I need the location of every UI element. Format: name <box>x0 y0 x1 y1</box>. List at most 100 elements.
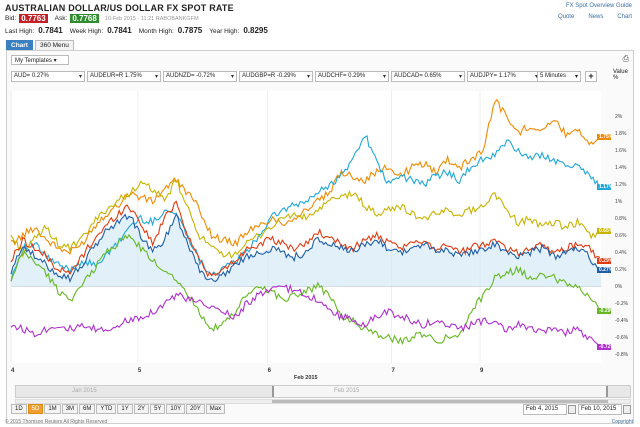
chevron-down-icon[interactable]: ▾ <box>154 74 158 80</box>
y-tick-label: 0.8% <box>615 215 627 222</box>
interval-dropdown[interactable]: 5 Minutes ▾ <box>537 71 581 82</box>
zoom-button-1d[interactable]: 1D <box>11 404 27 414</box>
interval-label: 5 Minutes <box>540 73 567 79</box>
chevron-down-icon[interactable]: ▾ <box>230 74 234 80</box>
symbol-audcad[interactable]: AUDCAD= 0.65% ▾ <box>391 71 465 82</box>
symbol-label: AUDEUR=R 1.75% <box>90 73 142 79</box>
x-tick-label: 6 <box>267 368 271 374</box>
symbol-aud[interactable]: AUD= 0.27% ▾ <box>11 71 85 82</box>
high-stats: Last High: 0.7841 Week High: 0.7841 Mont… <box>5 26 271 35</box>
y-tick-label: -0.4% <box>615 317 629 324</box>
zoom-button-1y[interactable]: 1Y <box>117 404 133 414</box>
zoom-button-3m[interactable]: 3M <box>61 404 79 414</box>
series-line-aud <box>10 213 602 284</box>
y-tick-label: 0.4% <box>615 249 627 256</box>
templates-dropdown[interactable]: My Templates ▾ <box>11 55 69 65</box>
x-tick-label: 9 <box>480 368 484 374</box>
series-line-audgbpr <box>10 233 602 346</box>
navigator-left-label: Jan 2015 <box>72 388 97 394</box>
top-links: FX Spot Overview Guide Quote News Chart <box>558 3 632 20</box>
y-tick-label: 1.2% <box>615 181 627 188</box>
chevron-down-icon[interactable]: ▾ <box>458 74 462 80</box>
end-value-badge: -0.29% <box>597 307 615 314</box>
last-high-value: 0.7841 <box>38 26 63 35</box>
y-tick-label: 2% <box>615 113 623 120</box>
bid-label: Bid: <box>5 15 17 22</box>
chart-link[interactable]: Chart <box>617 14 632 20</box>
symbol-audchf[interactable]: AUDCHF= 0.29% ▾ <box>315 71 389 82</box>
fx-overview-link[interactable]: FX Spot Overview Guide <box>565 3 632 9</box>
zoom-button-2y[interactable]: 2Y <box>133 404 150 414</box>
news-link[interactable]: News <box>588 14 604 20</box>
month-high-label: Month High: <box>138 28 174 35</box>
zoom-button-5d[interactable]: 5D <box>27 404 44 414</box>
y-tick-label: -0.2% <box>615 300 629 307</box>
series-line-audchf <box>10 200 602 278</box>
navigator-selection[interactable]: Feb 2015 <box>272 386 608 397</box>
ask-value: 0.7768 <box>70 14 99 23</box>
scrollbar-thumb[interactable] <box>272 400 608 403</box>
end-value-badge: 1.17% <box>597 183 614 190</box>
y-tick-label: 0% <box>615 283 623 290</box>
chevron-down-icon[interactable]: ▾ <box>306 74 310 80</box>
quote-timestamp: 10-Feb 2015 · 11:21 RABOBANKGFM <box>104 15 199 22</box>
line-chart[interactable] <box>7 51 633 381</box>
week-high-value: 0.7841 <box>107 26 132 35</box>
y-tick-label: 0.6% <box>615 232 627 239</box>
series-line-audjpy <box>10 135 602 282</box>
symbol-audeur[interactable]: AUDEUR=R 1.75% ▾ <box>87 71 161 82</box>
plot-area <box>11 91 601 363</box>
date-from-field[interactable]: Feb 4, 2015 <box>523 404 567 415</box>
zoom-button-max[interactable]: Max <box>205 404 226 414</box>
symbol-label: AUD= 0.27% <box>14 73 49 79</box>
symbol-label: AUDCAD= 0.65% <box>394 73 442 79</box>
x-tick-label: 4 <box>11 368 15 374</box>
year-high-value: 0.8295 <box>243 26 268 35</box>
symbol-bar: AUD= 0.27% ▾ AUDEUR=R 1.75% ▾ AUDNZD= -0.7… <box>11 71 541 82</box>
footer-text: © 2015 Thomson Reuters All Rights Reserv… <box>5 419 108 425</box>
zoom-button-5y[interactable]: 5Y <box>150 404 166 414</box>
symbol-audgbp[interactable]: AUDGBP=R -0.29% ▾ <box>239 71 313 82</box>
last-high-label: Last High: <box>5 28 35 35</box>
end-value-badge: -0.72% <box>597 344 615 351</box>
chevron-down-icon[interactable]: ▾ <box>382 74 386 80</box>
copyright-link[interactable]: Copyright <box>611 419 633 425</box>
y-tick-label: -0.6% <box>615 334 629 341</box>
zoom-button-20y[interactable]: 20Y <box>186 404 205 414</box>
navigator-right-label: Feb 2015 <box>334 388 360 394</box>
y-tick-label: 1.4% <box>615 164 627 171</box>
month-high-value: 0.7875 <box>177 26 203 35</box>
end-value-badge: 0.27% <box>597 266 614 273</box>
zoom-button-1m[interactable]: 1M <box>44 404 61 414</box>
symbol-label: AUDGBP=R -0.29% <box>242 73 296 79</box>
y-tick-label: -0.8% <box>615 351 629 358</box>
x-axis-month-label: Feb 2015 <box>294 375 318 381</box>
date-to-field[interactable]: Feb 10, 2015 <box>578 404 622 415</box>
calendar-icon[interactable] <box>568 405 576 414</box>
symbol-audnzd[interactable]: AUDNZD= -0.72% ▾ <box>163 71 237 82</box>
x-tick-label: 7 <box>391 368 395 374</box>
printer-icon[interactable]: ⎙ <box>622 54 629 63</box>
zoom-button-6m[interactable]: 6M <box>79 404 96 414</box>
series-line-audeurr <box>10 98 602 256</box>
chevron-down-icon[interactable]: ▾ <box>535 73 538 80</box>
chart-panel: My Templates ▾ ⎙ AUD= 0.27% ▾ AUDEUR=R 1.… <box>6 50 634 424</box>
chevron-down-icon[interactable]: ▾ <box>78 74 82 80</box>
y-tick-label: 0.2% <box>615 266 627 273</box>
page-title: AUSTRALIAN DOLLAR/US DOLLAR FX SPOT RATE <box>5 3 234 13</box>
zoom-buttons: 1D 5D 1M 3M 6M YTD 1Y 2Y 5Y 10Y 20Y Max <box>11 404 226 414</box>
quote-link[interactable]: Quote <box>557 14 575 20</box>
symbol-label: AUDJPY= 1.17% <box>470 73 516 79</box>
ask-label: Ask: <box>54 15 68 22</box>
zoom-button-10y[interactable]: 10Y <box>166 404 186 414</box>
aud-area-fill <box>11 214 601 287</box>
add-symbol-button[interactable]: + <box>585 71 597 82</box>
bid-value: 0.7763 <box>19 14 48 23</box>
time-navigator[interactable]: Jan 2015 Feb 2015 <box>15 385 631 398</box>
zoom-button-ytd[interactable]: YTD <box>96 404 117 414</box>
end-value-badge: 0.29% <box>597 258 614 265</box>
calendar-icon[interactable] <box>623 405 631 414</box>
navigator-scrollbar[interactable] <box>15 399 631 404</box>
chevron-down-icon: ▾ <box>574 74 578 80</box>
y-tick-label: 1.6% <box>615 147 627 154</box>
